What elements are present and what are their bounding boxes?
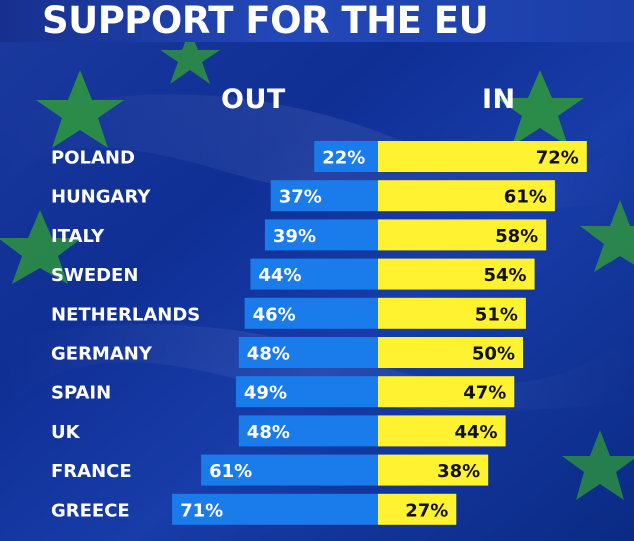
data-label-in: 27% [405,500,448,521]
data-label-in: 58% [495,226,538,247]
category-label: GREECE [51,500,130,521]
data-label-out: 48% [247,422,290,443]
bar-out [238,415,378,447]
category-label: ITALY [51,226,105,247]
legend-out-label: OUT [221,84,286,115]
flag-star-icon [0,210,82,284]
category-label: SWEDEN [51,265,138,286]
bar-in [378,258,535,290]
bar-in [378,219,547,251]
data-label-out: 37% [279,187,322,208]
bar-out [250,258,378,290]
bar-in [378,297,526,329]
bar-out [201,454,378,486]
category-label: SPAIN [51,383,111,404]
data-label-in: 50% [472,344,515,365]
bar-out [238,337,378,368]
bar-in [378,141,587,172]
category-label: POLAND [51,148,135,169]
data-label-out: 71% [180,500,223,521]
bar-in [378,493,457,525]
bar-out [264,219,378,251]
data-label-in: 44% [455,422,498,443]
chart-title: SUPPORT FOR THE EU [0,0,634,42]
bar-in [378,376,515,408]
bar-out [314,141,378,172]
data-label-in: 47% [463,383,506,404]
category-label: UK [51,422,81,443]
data-label-out: 39% [273,226,316,247]
flag-star-icon [562,430,634,500]
bar-out [244,297,378,329]
bar-out [235,376,378,408]
bar-in [378,180,555,212]
data-label-out: 61% [209,461,252,482]
flag-star-icon [160,30,220,84]
data-label-in: 38% [437,461,480,482]
data-label-in: 72% [536,148,579,169]
data-label-out: 22% [322,148,365,169]
data-label-out: 46% [253,304,296,325]
data-label-out: 49% [244,383,287,404]
flag-star-icon [36,70,124,148]
data-label-out: 48% [247,344,290,365]
category-label: GERMANY [51,344,153,365]
flag-star-icon [580,200,634,272]
bar-out [270,180,378,212]
bar-in [378,415,506,447]
data-label-in: 54% [484,265,527,286]
category-label: HUNGARY [51,187,151,208]
legend-in-label: IN [482,84,516,115]
category-label: NETHERLANDS [51,304,200,325]
data-label-in: 51% [475,304,518,325]
bar-in [378,337,523,368]
flag-star-icon [496,70,584,146]
data-label-out: 44% [258,265,301,286]
bar-in [378,454,489,486]
bar-out [172,493,378,525]
data-label-in: 61% [504,187,547,208]
category-label: FRANCE [51,461,132,482]
